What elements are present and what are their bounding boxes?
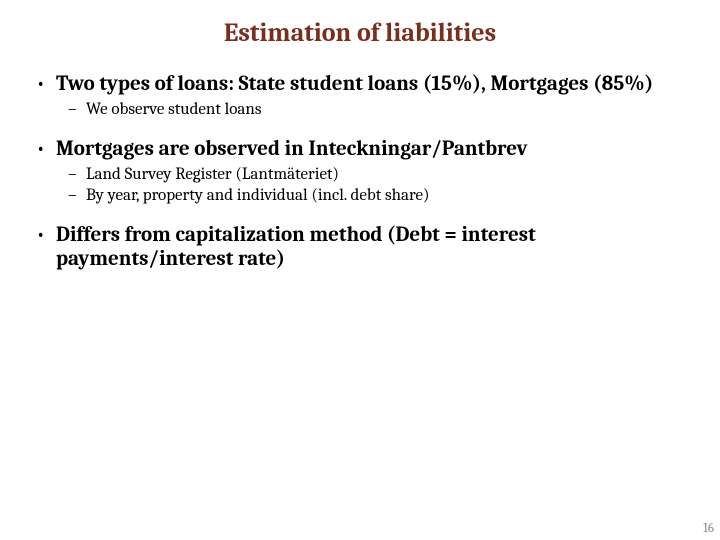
slide-title: Estimation of liabilities	[28, 18, 692, 48]
slide: Estimation of liabilities Two types of l…	[0, 0, 720, 540]
sub-bullet-list: Land Survey Register (Lantmäteriet) By y…	[56, 165, 692, 205]
bullet-list: Two types of loans: State student loans …	[28, 72, 692, 271]
bullet-item: Mortgages are observed in Inteckningar/P…	[28, 137, 692, 205]
bullet-text: Mortgages are observed in Inteckningar/P…	[56, 137, 528, 161]
sub-bullet-list: We observe student loans	[56, 100, 692, 119]
bullet-text: Differs from capitalization method (Debt…	[56, 223, 536, 271]
sub-bullet-item: By year, property and individual (incl. …	[56, 186, 692, 205]
bullet-item: Differs from capitalization method (Debt…	[28, 223, 692, 271]
sub-bullet-item: We observe student loans	[56, 100, 692, 119]
page-number: 16	[703, 521, 714, 536]
bullet-item: Two types of loans: State student loans …	[28, 72, 692, 119]
sub-bullet-item: Land Survey Register (Lantmäteriet)	[56, 165, 692, 184]
bullet-text: Two types of loans: State student loans …	[56, 72, 653, 96]
